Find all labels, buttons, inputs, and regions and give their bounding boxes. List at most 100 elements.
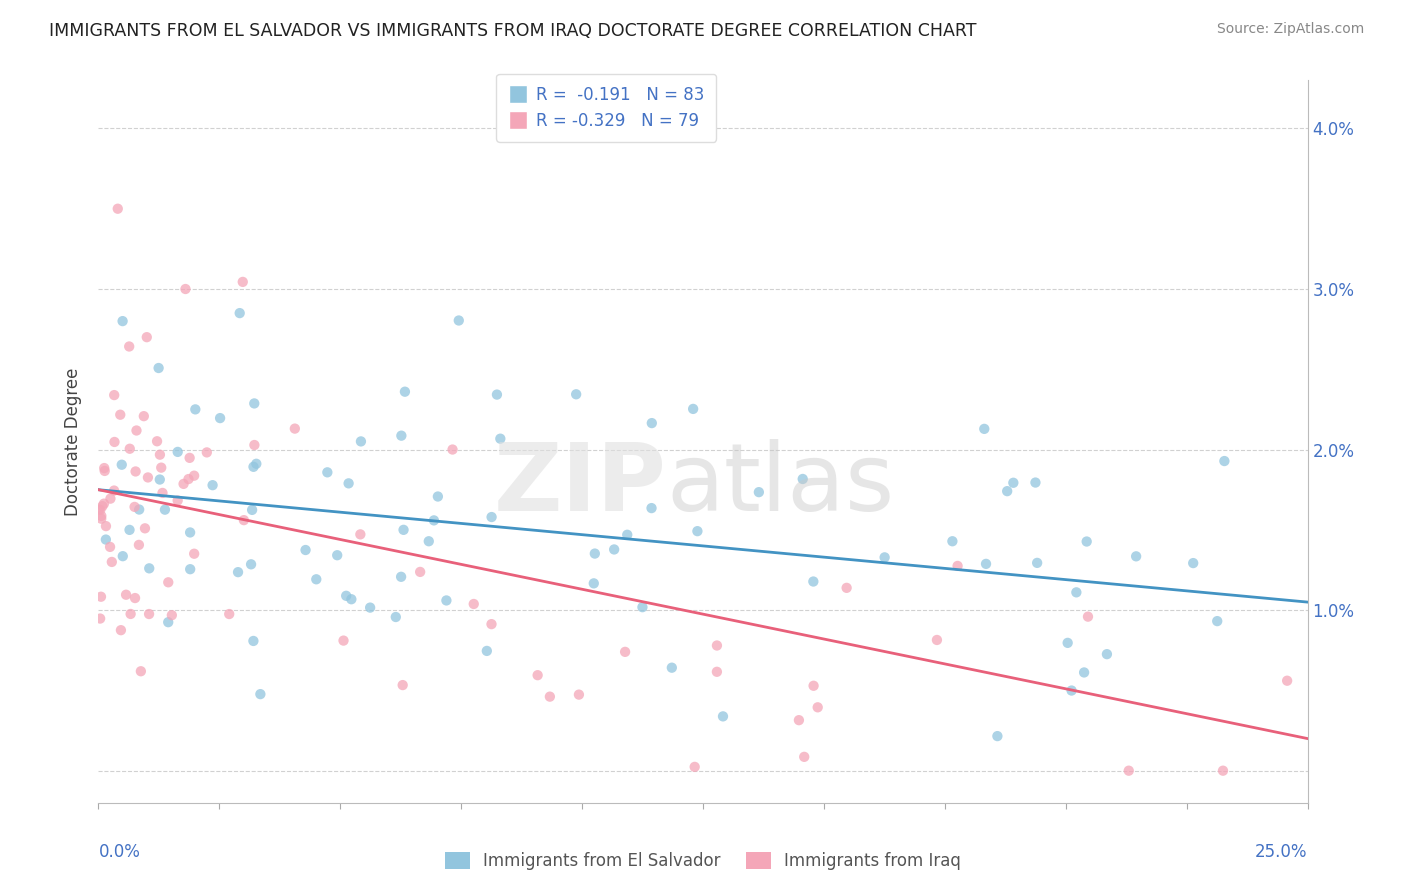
Point (349, 527, 371, 541)
Point (243, 396, 266, 410)
Point (565, 387, 588, 401)
Point (475, 644, 498, 658)
Point (801, 574, 824, 589)
Point (201, 478, 224, 492)
Point (90, 508, 112, 523)
Point (226, 565, 249, 579)
Point (138, 607, 160, 621)
Point (111, 549, 134, 564)
Point (583, 547, 606, 561)
Point (391, 678, 413, 692)
Point (90, 590, 112, 604)
Point (409, 565, 432, 579)
Point (686, 524, 709, 538)
Point (173, 476, 195, 491)
Point (218, 607, 240, 621)
Point (359, 600, 381, 615)
Point (153, 502, 176, 516)
Point (115, 588, 138, 602)
Text: IMMIGRANTS FROM EL SALVADOR VS IMMIGRANTS FROM IRAQ DOCTORATE DEGREE CORRELATION: IMMIGRANTS FROM EL SALVADOR VS IMMIGRANT… (49, 22, 977, 40)
Point (582, 576, 605, 591)
Point (93, 464, 115, 478)
Point (986, 729, 1008, 743)
Point (184, 402, 207, 417)
Point (94, 533, 117, 547)
Point (242, 634, 264, 648)
Point (995, 484, 1018, 499)
Point (174, 282, 197, 296)
Point (183, 547, 205, 561)
Point (111, 314, 134, 328)
Point (426, 490, 449, 504)
Text: atlas: atlas (666, 439, 896, 531)
Point (1206, 614, 1229, 628)
Point (118, 339, 141, 353)
Point (305, 572, 328, 586)
Point (337, 476, 360, 491)
Point (148, 361, 170, 376)
Point (101, 555, 124, 569)
Point (129, 665, 152, 679)
Point (787, 713, 810, 727)
Point (177, 472, 200, 486)
Point (1060, 683, 1083, 698)
Point (91, 499, 114, 513)
Point (249, 687, 271, 701)
Point (209, 411, 232, 425)
Point (1066, 585, 1088, 599)
Point (335, 589, 357, 603)
Point (1182, 556, 1205, 570)
Point (748, 485, 770, 500)
Point (166, 493, 188, 508)
Point (103, 434, 125, 449)
Point (1213, 454, 1236, 468)
Point (183, 468, 205, 483)
Point (974, 557, 997, 571)
Point (179, 525, 201, 540)
Text: Source: ZipAtlas.com: Source: ZipAtlas.com (1216, 22, 1364, 37)
Point (124, 591, 146, 605)
Point (243, 438, 266, 452)
Point (436, 593, 458, 607)
Point (1026, 556, 1049, 570)
Point (641, 416, 664, 430)
Point (110, 408, 132, 422)
Point (149, 473, 172, 487)
Point (423, 513, 446, 527)
Point (179, 450, 201, 465)
Point (135, 330, 157, 344)
Point (1002, 475, 1025, 490)
Point (132, 409, 155, 424)
Point (807, 700, 830, 714)
Point (128, 538, 150, 552)
Point (1077, 609, 1099, 624)
Point (389, 428, 412, 442)
Point (150, 460, 173, 475)
Point (389, 570, 412, 584)
Point (803, 679, 825, 693)
Point (107, 202, 129, 216)
Point (166, 445, 188, 459)
Point (661, 661, 683, 675)
Point (245, 457, 267, 471)
Point (706, 665, 728, 679)
Point (441, 442, 464, 457)
Point (463, 597, 485, 611)
Point (616, 528, 638, 542)
Point (93, 461, 115, 475)
Point (138, 561, 160, 575)
Legend: R =  -0.191   N = 83, R = -0.329   N = 79: R = -0.191 N = 83, R = -0.329 N = 79 (496, 74, 716, 142)
Point (526, 668, 548, 682)
Point (89, 503, 111, 517)
Point (124, 465, 146, 479)
Point (946, 558, 969, 573)
Point (128, 502, 150, 516)
Point (792, 472, 814, 486)
Point (136, 470, 159, 484)
Point (1125, 549, 1147, 564)
Point (394, 384, 416, 399)
Point (124, 500, 146, 514)
Point (316, 466, 339, 480)
Point (873, 550, 896, 565)
Point (118, 442, 141, 456)
